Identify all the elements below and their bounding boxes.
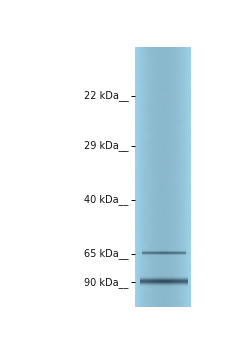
Text: 40 kDa__: 40 kDa__ [84,194,128,205]
Text: 22 kDa__: 22 kDa__ [84,90,128,101]
Text: 90 kDa__: 90 kDa__ [84,277,128,288]
Text: 65 kDa__: 65 kDa__ [84,248,128,259]
Text: 29 kDa__: 29 kDa__ [84,140,128,151]
